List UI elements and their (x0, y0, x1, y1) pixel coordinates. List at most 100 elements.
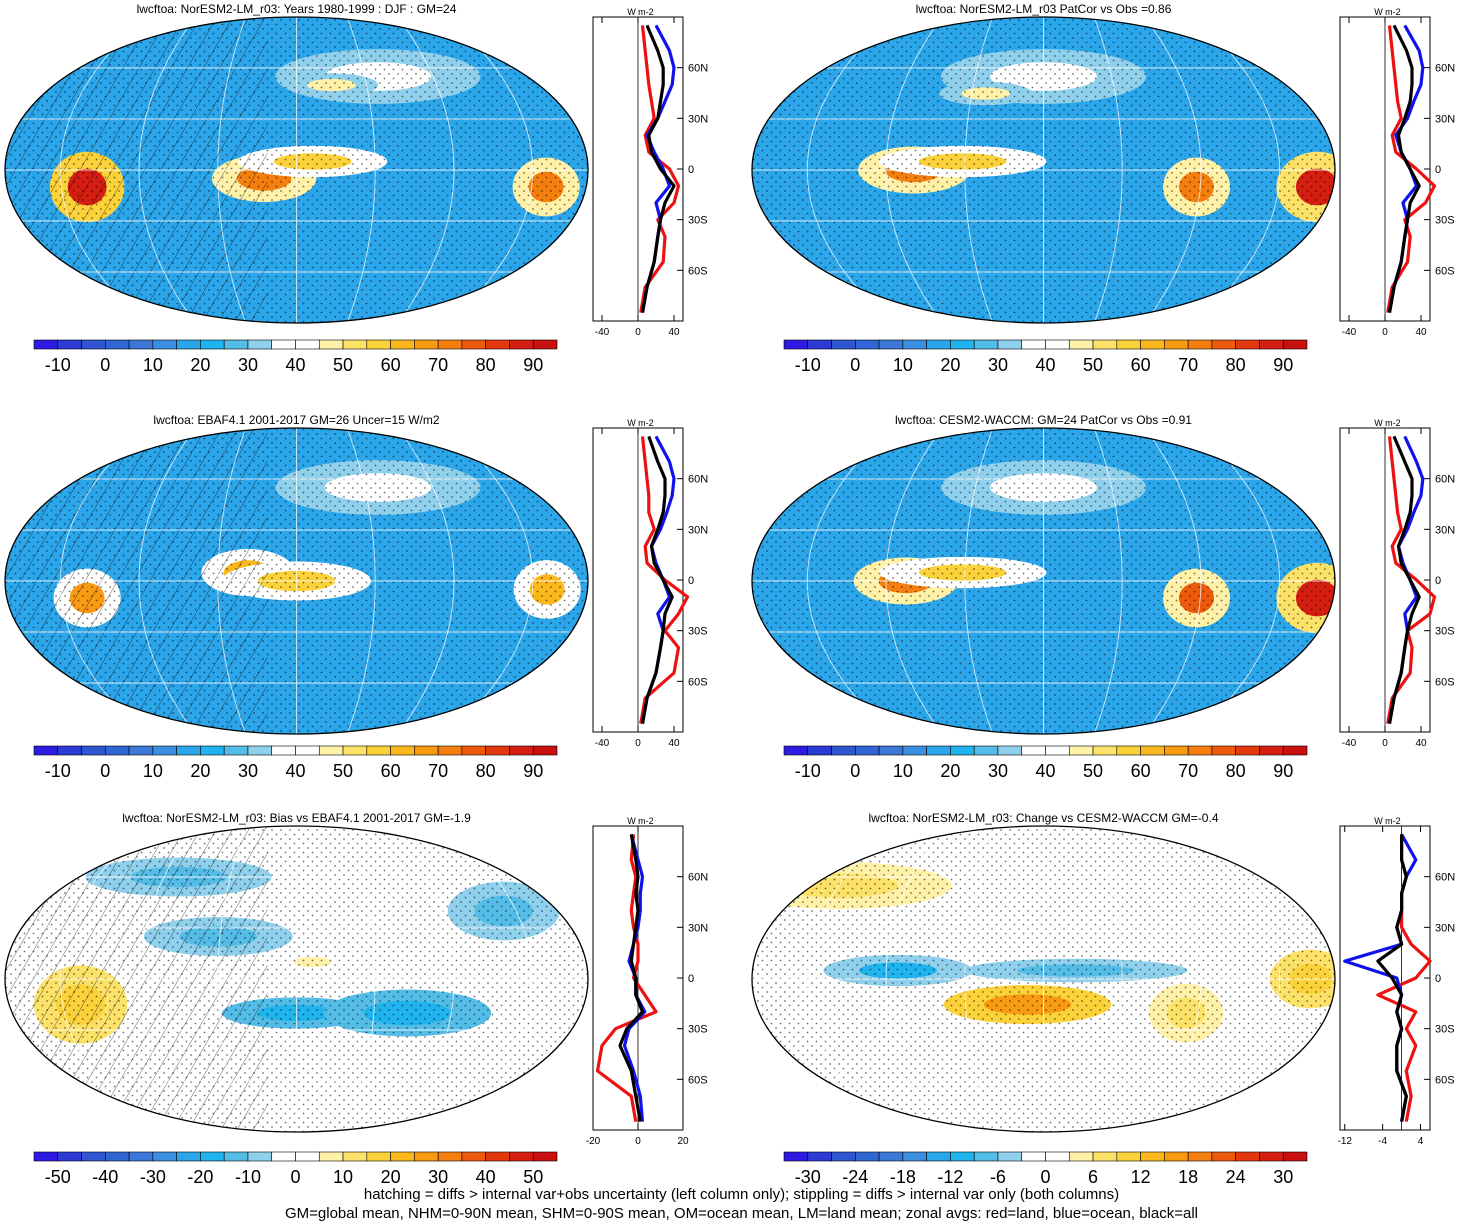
colorbar-box (1282, 745, 1308, 756)
graticule-lon (806, 826, 892, 1132)
colorbar-box (878, 1151, 904, 1162)
all-profile-line (1387, 435, 1421, 724)
colorbar-box (176, 745, 201, 756)
colorbar-box (485, 339, 510, 350)
graticule-lon (397, 826, 455, 1132)
colorbar-label: 30 (988, 761, 1008, 781)
colorbar-box (295, 1151, 320, 1162)
land-profile-line (595, 834, 658, 1122)
y-tick-label: 60N (688, 474, 708, 486)
colorbar-label: 20 (940, 761, 960, 781)
colorbar-box (1045, 339, 1070, 350)
x-tick-label: 0 (1382, 327, 1388, 338)
graticule-lon (138, 17, 196, 323)
colorbar-label: 0 (1040, 1167, 1050, 1187)
map-outline (4, 427, 589, 735)
colorbar-box (902, 339, 927, 350)
colorbar-box (81, 1151, 106, 1162)
graticule-lon (346, 17, 376, 323)
colorbar-box (1021, 745, 1046, 756)
graticule-lon (448, 17, 534, 323)
y-tick-label: 0 (1435, 973, 1441, 985)
colorbar-label: 0 (850, 355, 860, 375)
colorbar-label: 40 (1035, 761, 1055, 781)
colorbar-label: 60 (1131, 355, 1151, 375)
all-profile-line (640, 435, 674, 724)
colorbar-label: 90 (523, 761, 543, 781)
colorbar-box (1092, 1151, 1118, 1162)
colorbar-box (485, 1151, 510, 1162)
panel-4: lwcftoa: CESM2-WACCM: GM=24 PatCor vs Ob… (751, 413, 1455, 781)
colorbar-box (342, 339, 368, 350)
x-tick-label: -20 (586, 1136, 601, 1147)
y-tick-label: 30S (688, 1024, 708, 1036)
colorbar-label: 50 (1083, 355, 1103, 375)
graticule-lon (964, 17, 994, 323)
colorbar-box (973, 339, 999, 350)
colorbar-box (1235, 1151, 1260, 1162)
colorbar-label: 30 (1273, 1167, 1293, 1187)
x-tick-label: 0 (1382, 738, 1388, 749)
colorbar-box (855, 1151, 880, 1162)
colorbar-box (997, 1151, 1023, 1162)
colorbar-box (1116, 745, 1141, 756)
colorbar-box (295, 745, 320, 756)
y-tick-label: 0 (1435, 164, 1441, 176)
colorbar: -30 -24 -18 -12 -6 0 6 12 18 24 30 (783, 1151, 1308, 1187)
colorbar-label: -6 (990, 1167, 1006, 1187)
colorbar-label: 70 (428, 355, 448, 375)
colorbar-box (1021, 1151, 1046, 1162)
colorbar-box (1092, 745, 1118, 756)
colorbar-box (152, 339, 177, 350)
zonal-profile: -40 0 40 W m-2 60N 30N 0 30S 60S (592, 418, 708, 749)
x-tick-label: 0 (635, 1136, 641, 1147)
x-tick-label: 4 (1418, 1136, 1424, 1147)
map-area (752, 428, 1335, 734)
graticule-lon (217, 428, 247, 734)
colorbar-box (1164, 1151, 1189, 1162)
colorbar-label: 40 (476, 1167, 496, 1187)
y-tick-label: 60S (1435, 676, 1455, 688)
graticule-lon (1144, 826, 1202, 1132)
graticule-lon (964, 826, 994, 1132)
graticule-lon (448, 826, 534, 1132)
y-tick-label: 60S (688, 265, 708, 277)
y-tick-label: 30N (1435, 524, 1455, 536)
colorbar-box (295, 339, 320, 350)
colorbar-label: 70 (428, 761, 448, 781)
x-tick-label: 40 (1415, 327, 1427, 338)
colorbar-box (1116, 339, 1141, 350)
graticule-lon (1144, 428, 1202, 734)
map-outline (751, 16, 1336, 324)
graticule-lon (964, 428, 994, 734)
colorbar-label: 24 (1226, 1167, 1246, 1187)
colorbar-box (532, 339, 558, 350)
graticule-lon (1195, 826, 1281, 1132)
colorbar-label: 20 (190, 761, 210, 781)
graticule-lon (806, 17, 892, 323)
colorbar-box (81, 339, 106, 350)
colorbar-label: 50 (523, 1167, 543, 1187)
map-outline (4, 825, 589, 1133)
colorbar-box (1021, 339, 1046, 350)
panel-title: lwcftoa: CESM2-WACCM: GM=24 PatCor vs Ob… (895, 413, 1192, 427)
colorbar-label: -50 (45, 1167, 71, 1187)
graticule-lon (1093, 826, 1123, 1132)
graticule-lon (59, 826, 145, 1132)
colorbar-box (223, 1151, 249, 1162)
colorbar-box (414, 339, 439, 350)
colorbar-box (926, 339, 951, 350)
colorbar-box (1235, 339, 1260, 350)
y-tick-label: 0 (688, 973, 694, 985)
colorbar-label: 80 (1226, 761, 1246, 781)
zonal-profile: -40 0 40 W m-2 60N 30N 0 30S 60S (592, 7, 708, 338)
colorbar-box (437, 745, 463, 756)
colorbar-box (390, 745, 415, 756)
colorbar-label: -18 (890, 1167, 916, 1187)
colorbar-label: 90 (523, 355, 543, 375)
y-tick-label: 0 (688, 575, 694, 587)
colorbar-box (152, 745, 177, 756)
map-area (5, 17, 588, 323)
colorbar-box (1140, 339, 1165, 350)
colorbar-box (437, 339, 463, 350)
